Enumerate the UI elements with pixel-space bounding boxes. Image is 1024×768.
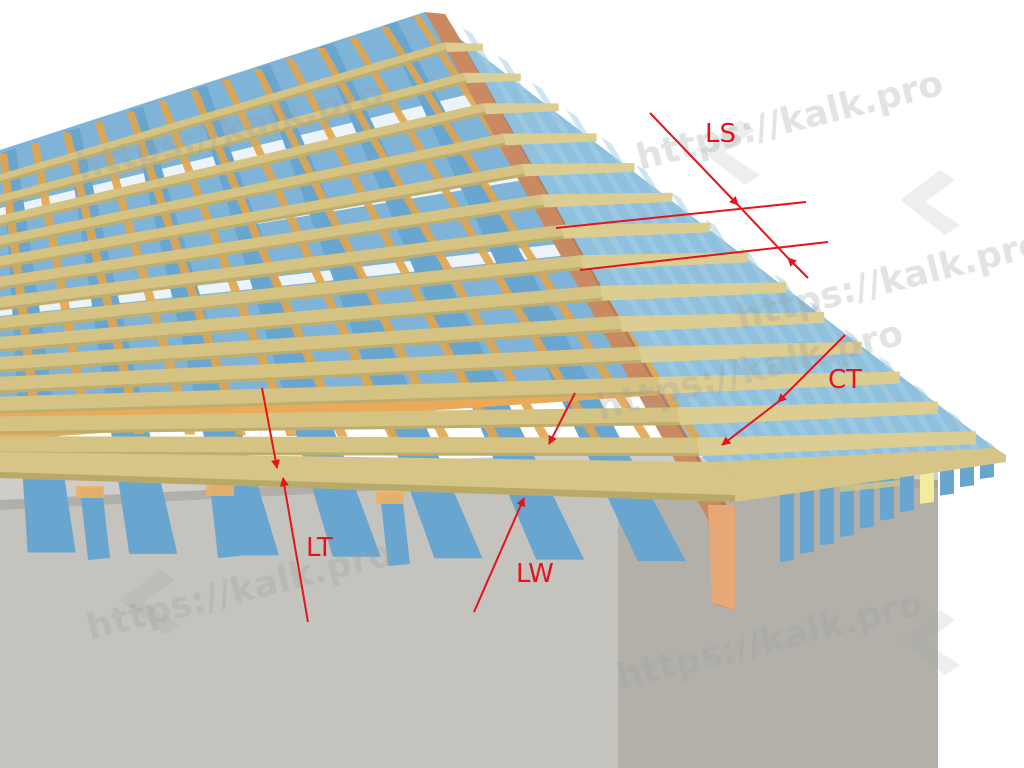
batten-front bbox=[0, 316, 622, 373]
batten-front-edge bbox=[0, 266, 584, 332]
batten-side bbox=[483, 103, 559, 115]
lw-arrow-top bbox=[548, 392, 576, 445]
batten-front-edge bbox=[0, 142, 506, 248]
label-lt: LT bbox=[306, 533, 333, 563]
batten-front bbox=[0, 164, 525, 269]
batten-front bbox=[0, 376, 661, 414]
ls-extension-line-upper bbox=[555, 201, 807, 229]
rafter-tail-cap bbox=[206, 484, 234, 496]
rafter-tail-cap bbox=[376, 492, 404, 504]
roof-battens bbox=[0, 42, 976, 457]
dimension-lt: LT bbox=[261, 387, 333, 623]
batten-front-edge bbox=[0, 204, 545, 290]
batten-front-edge bbox=[0, 80, 467, 206]
batten-side bbox=[541, 192, 673, 208]
dimension-lw: LW bbox=[473, 392, 576, 613]
rafter-tail-cap bbox=[76, 486, 104, 498]
batten-front-edge bbox=[0, 359, 642, 394]
batten-front-edge bbox=[0, 422, 681, 435]
rafter-tail bbox=[80, 488, 110, 560]
batten-front-edge bbox=[0, 49, 448, 184]
batten-side bbox=[521, 162, 635, 177]
batten-front-edge bbox=[0, 297, 603, 352]
batten-side bbox=[463, 72, 521, 84]
batten-side bbox=[677, 401, 938, 426]
front-eave-batten-shadow bbox=[0, 472, 735, 502]
side-rafter-tail bbox=[820, 477, 834, 546]
watermark-logo bbox=[900, 610, 960, 675]
side-eave-strip bbox=[840, 480, 900, 492]
batten-side bbox=[560, 222, 711, 239]
ct-arrow-top bbox=[777, 334, 846, 403]
side-wall bbox=[618, 470, 938, 768]
batten-front bbox=[0, 407, 681, 435]
side-rafter-tail bbox=[780, 484, 794, 562]
watermark-logo bbox=[700, 120, 760, 185]
ls-dimension-line bbox=[737, 204, 789, 259]
hip-rafter-end bbox=[708, 505, 735, 610]
watermark-text: https://kalk.pro bbox=[632, 63, 947, 179]
rafter-tail bbox=[380, 494, 410, 566]
batten-front bbox=[0, 194, 545, 290]
batten-side bbox=[444, 42, 483, 53]
batten-front-edge bbox=[0, 111, 487, 227]
side-rafter-tail bbox=[880, 467, 894, 521]
batten-front bbox=[0, 255, 584, 332]
ls-extension-line-lower bbox=[579, 241, 829, 271]
batten-side bbox=[618, 311, 825, 332]
batten-side bbox=[638, 341, 862, 363]
label-ls: LS bbox=[705, 119, 736, 149]
batten-front-edge bbox=[0, 235, 564, 311]
ls-arrow-top bbox=[649, 112, 739, 206]
batten-front-edge bbox=[0, 173, 525, 269]
batten-front bbox=[0, 224, 564, 311]
batten-front-edge bbox=[0, 390, 661, 414]
batten-front bbox=[0, 285, 603, 352]
batten-front-edge bbox=[0, 328, 622, 373]
rafter-tail bbox=[210, 486, 240, 558]
dimension-ls: LS bbox=[555, 112, 829, 279]
lt-arrow-top bbox=[261, 387, 280, 469]
watermark-logo bbox=[120, 570, 180, 635]
label-lw: LW bbox=[516, 559, 554, 589]
batten-side bbox=[599, 282, 787, 301]
side-rafter-highlight bbox=[566, 109, 807, 492]
batten-front bbox=[0, 346, 642, 394]
side-eave-batten bbox=[712, 448, 1006, 502]
side-rafter-highlight bbox=[739, 246, 890, 479]
batten-side bbox=[657, 371, 900, 394]
batten-side bbox=[502, 133, 597, 146]
lw-arrow-bottom bbox=[473, 497, 525, 613]
ct-arrow-bottom bbox=[721, 401, 779, 446]
side-rafter-tail bbox=[800, 480, 814, 554]
dimension-ct: CT bbox=[721, 334, 862, 446]
watermark-logo bbox=[900, 170, 960, 235]
label-ct: CT bbox=[828, 365, 862, 395]
batten-side bbox=[696, 431, 976, 457]
lt-arrow-bottom bbox=[279, 477, 309, 623]
batten-front bbox=[0, 436, 700, 457]
ls-arrow-bottom bbox=[787, 257, 809, 279]
